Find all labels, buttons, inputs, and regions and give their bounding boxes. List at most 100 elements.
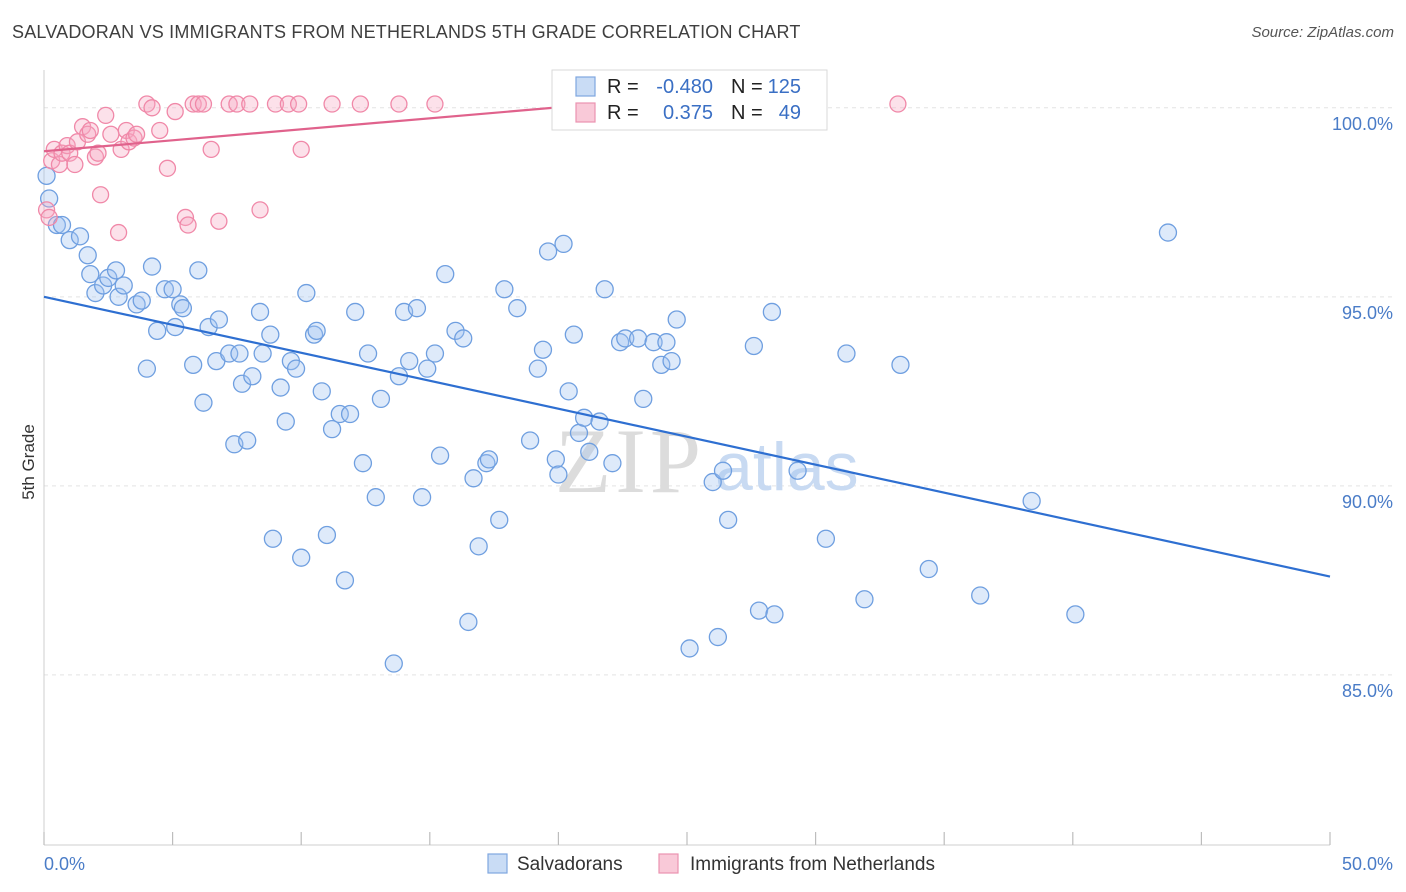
netherlands-point: [241, 95, 259, 113]
legend-swatch-pink: [575, 102, 596, 123]
watermark-atlas: atlas: [715, 429, 859, 505]
salvadorans-point: [520, 431, 540, 450]
netherlands-point: [102, 125, 120, 143]
salvadorans-point: [652, 355, 671, 375]
salvadorans-point: [446, 321, 465, 341]
salvadorans-point: [490, 510, 509, 530]
salvadorans-point: [52, 215, 72, 235]
y-axis-title: 5th Grade: [19, 424, 38, 500]
chart-title: SALVADORAN VS IMMIGRANTS FROM NETHERLAND…: [12, 22, 801, 42]
netherlands-point: [127, 125, 146, 143]
salvadorans-point: [407, 299, 427, 318]
legend-n-label-2: N =: [731, 102, 763, 124]
salvadorans-point: [762, 302, 782, 322]
salvadorans-point: [662, 351, 681, 371]
netherlands-point: [202, 140, 220, 159]
salvadorans-point: [384, 654, 403, 673]
netherlands-point: [66, 155, 84, 174]
salvadorans-point: [628, 329, 648, 348]
salvadorans-point: [220, 344, 239, 363]
series-legend: Salvadorans Immigrants from Netherlands: [487, 853, 935, 875]
salvadorans-point: [81, 264, 100, 284]
netherlands-point: [166, 102, 184, 121]
netherlands-point: [251, 201, 269, 219]
salvadorans-point: [765, 605, 784, 624]
legend-n-value-1: 125: [768, 76, 801, 98]
salvadorans-point: [616, 329, 635, 348]
salvadorans-point: [564, 325, 583, 344]
salvadorans-point: [297, 283, 316, 303]
salvadorans-point: [580, 442, 599, 461]
legend-n-label-1: N =: [731, 76, 763, 98]
salvadorans-points: [37, 98, 1178, 673]
salvadorans-point: [708, 627, 728, 647]
salvadorans-point: [250, 302, 270, 322]
salvadorans-point: [595, 280, 614, 299]
netherlands-point: [390, 95, 408, 113]
salvadorans-point: [78, 246, 97, 265]
legend-r-label-2: R =: [607, 102, 639, 124]
salvadorans-point: [209, 310, 229, 329]
salvadorans-point: [574, 408, 594, 427]
salvadorans-point: [276, 412, 295, 431]
netherlands-point: [228, 95, 246, 113]
salvadorans-point: [469, 537, 488, 556]
watermark: ZIP atlas: [555, 410, 859, 512]
salvadorans-point: [60, 230, 79, 250]
salvadorans-point: [109, 287, 128, 306]
salvadorans-point: [335, 571, 355, 590]
salvadorans-point: [189, 261, 208, 280]
legend-n-value-2: 49: [779, 102, 801, 124]
salvadorans-point: [253, 344, 272, 363]
netherlands-point: [91, 186, 110, 204]
salvadorans-point: [106, 261, 126, 280]
netherlands-point: [194, 95, 213, 113]
salvadorans-point: [412, 488, 432, 507]
salvadorans-point: [142, 257, 162, 276]
axes: [43, 70, 1331, 846]
salvadorans-point: [788, 461, 807, 480]
salvadorans-point: [569, 423, 589, 443]
netherlands-point: [189, 95, 207, 113]
salvadorans-point: [644, 333, 663, 352]
salvadorans-point: [148, 321, 167, 341]
salvadorans-point: [667, 310, 686, 329]
salvadorans-point: [479, 450, 499, 469]
salvadorans-point: [891, 355, 910, 375]
salvadorans-trend-line: [43, 295, 1331, 578]
netherlands-point: [143, 99, 161, 117]
salvadorans-point: [559, 382, 578, 401]
source-label: Source: ZipAtlas.com: [1251, 24, 1394, 41]
netherlands-point: [426, 95, 444, 113]
salvadorans-point: [634, 389, 653, 409]
salvadorans-point: [744, 336, 764, 356]
salvadorans-point: [400, 351, 419, 371]
salvadorans-point: [232, 374, 252, 393]
netherlands-point: [40, 208, 58, 227]
salvadorans-point: [436, 264, 455, 284]
stats-legend: R = -0.480 N = 125 R = 0.375 N = 49: [551, 69, 828, 131]
salvadorans-point: [1158, 223, 1178, 242]
legend-swatch-blue: [575, 76, 596, 97]
salvadorans-point: [292, 548, 311, 567]
salvadorans-point: [855, 590, 874, 609]
salvadorans-point: [286, 359, 306, 378]
series-legend-label-salvadorans: Salvadorans: [517, 854, 623, 875]
salvadorans-point: [1022, 491, 1041, 511]
series-legend-swatch-blue: [487, 853, 508, 874]
netherlands-point: [210, 212, 228, 230]
netherlands-trend-line: [43, 102, 598, 153]
watermark-zip: ZIP: [555, 410, 705, 512]
salvadorans-point: [657, 333, 676, 352]
salvadorans-point: [528, 359, 547, 378]
salvadorans-point: [603, 454, 622, 473]
netherlands-point: [323, 95, 341, 113]
salvadorans-point: [261, 325, 280, 344]
netherlands-point: [179, 216, 197, 234]
salvadorans-point: [346, 302, 365, 322]
salvadorans-point: [371, 389, 391, 409]
salvadorans-point: [39, 189, 59, 208]
salvadorans-point: [680, 639, 699, 658]
salvadorans-point: [464, 469, 483, 488]
